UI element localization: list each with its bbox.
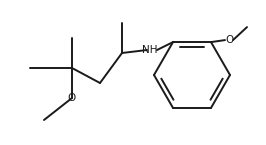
Text: O: O <box>225 35 233 45</box>
Text: NH: NH <box>142 45 158 55</box>
Text: O: O <box>68 93 76 103</box>
